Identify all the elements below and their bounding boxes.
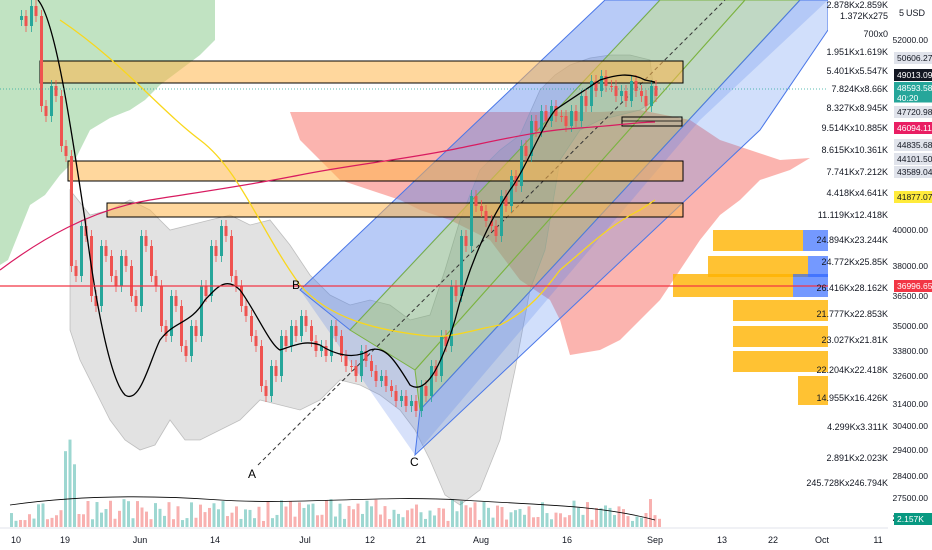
price-tick-label: 28400.00 (893, 471, 929, 481)
time-tick-label: Sep (647, 535, 663, 545)
price-tag-label: 48593.58 (897, 83, 932, 93)
time-tick-label: 13 (717, 535, 727, 545)
volume-profile-label: 24.772Kx25.85K (821, 257, 888, 267)
resistance-zone-3[interactable] (106, 202, 684, 218)
volume-profile-label: 23.027Kx21.81K (821, 335, 888, 345)
volume-profile-label: 2.878Kx2.859K (826, 0, 888, 10)
price-tag-label: 44835.68 (897, 140, 932, 150)
volume-profile-label: 245.728Kx246.794K (806, 478, 888, 488)
price-tick-label: 52000.00 (893, 35, 929, 45)
pattern-label-a: A (248, 467, 256, 481)
volume-profile-label: 7.824Kx8.66K (831, 84, 888, 94)
price-tag (894, 280, 932, 292)
price-tick-label: 31400.00 (893, 399, 929, 409)
price-tick-label: 27500.00 (893, 493, 929, 503)
volume-profile-label: 24.894Kx23.244K (816, 235, 888, 245)
price-tick-label: 32600.00 (893, 371, 929, 381)
volume-profile-label: 8.615Kx10.361K (821, 145, 888, 155)
pitchfork-outer-blue (300, 0, 828, 455)
price-tick-label: 29400.00 (893, 445, 929, 455)
price-tag-label: 46094.11 (897, 123, 932, 133)
currency-selector[interactable]: 5 USD (899, 8, 926, 18)
time-tick-label: Oct (815, 535, 830, 545)
candlestick-series (20, 0, 658, 417)
price-tag-label: 41877.07 (897, 192, 932, 202)
time-tick-label: 16 (562, 535, 572, 545)
volume-profile-label: 1.951Kx1.619K (826, 47, 888, 57)
sma-yellow-line (59, 19, 656, 338)
volume-profile-label: 4.299Kx3.311K (827, 422, 888, 432)
resistance-zone-2[interactable] (67, 160, 684, 182)
price-tag (894, 153, 932, 165)
time-tick-label: 14 (210, 535, 220, 545)
currency-label: USD (906, 8, 926, 18)
price-tick-label: 35000.00 (893, 321, 929, 331)
time-tick-label: 21 (416, 535, 426, 545)
price-tag-label: 2.157K (897, 514, 924, 524)
price-tag (894, 82, 932, 94)
volume-profile-label: 26.416Kx28.162K (816, 283, 888, 293)
volume-profile-label: 5.401Kx5.547K (826, 66, 888, 76)
volume-profile-label: 7.741Kx7.212K (826, 167, 888, 177)
price-tag-label: 50606.27 (897, 53, 932, 63)
price-tag (894, 513, 932, 525)
price-tick-label: 38000.00 (893, 261, 929, 271)
price-tag-label: 49013.09 (897, 70, 932, 80)
price-tag (894, 122, 932, 134)
volume-profile-label: 21.777Kx22.853K (816, 309, 888, 319)
price-tag-label: 36996.65 (897, 281, 932, 291)
price-tick-label: 40000.00 (893, 225, 929, 235)
time-tick-label: 12 (365, 535, 375, 545)
price-tag (894, 139, 932, 151)
time-tick-label: Jul (299, 535, 311, 545)
price-tag (894, 52, 932, 64)
ema-red-line (0, 121, 656, 271)
price-axis[interactable]: 52000.00 40000.00 38000.00 36500.00 35000.00… (888, 0, 932, 528)
price-tick-label: 30400.00 (893, 421, 929, 431)
price-tag (894, 106, 932, 118)
volume-profile-label: 4.418Kx4.641K (826, 188, 888, 198)
price-tag (894, 93, 932, 103)
price-tick-label: 36500.00 (893, 291, 929, 301)
volume-profile-label: 1.372Kx275 (840, 11, 888, 21)
price-tag-label: 47720.98 (897, 107, 932, 117)
price-tag-label: 43589.04 (897, 167, 932, 177)
price-tag-label: 40:20 (897, 93, 919, 103)
time-tick-label: Jun (133, 535, 148, 545)
plot-area[interactable]: A B C (0, 0, 888, 527)
small-box-zone[interactable] (621, 116, 683, 127)
price-tick-label: 33800.00 (893, 346, 929, 356)
pitchfork-lower-blue (414, 0, 828, 457)
volume-profile-label: 9.514Kx10.885K (821, 123, 888, 133)
time-tick-label: 10 (11, 535, 21, 545)
volume-profile-label: 700x0 (863, 29, 888, 39)
price-tag (894, 191, 932, 203)
ma-black-line (37, 0, 656, 398)
volume-profile-label: 22.204Kx22.418K (816, 365, 888, 375)
volume-profile-label: 14.955Kx16.426K (816, 393, 888, 403)
time-tick-label: 22 (768, 535, 778, 545)
time-tick-label: 11 (873, 535, 882, 545)
price-tag-label: 44101.50 (897, 154, 932, 164)
price-tag (894, 166, 932, 178)
volume-profile-label: 2.891Kx2.023K (826, 453, 888, 463)
time-tick-label: 19 (60, 535, 70, 545)
price-tag (894, 69, 932, 81)
time-tick-label: Aug (473, 535, 489, 545)
volume-profile-label: 8.327Kx8.945K (826, 103, 888, 113)
time-axis[interactable]: 10 19 Jun 14 Jul 12 21 Aug 16 Sep 13 22 Oct 11 (0, 527, 932, 550)
resistance-zone-1[interactable] (39, 60, 684, 84)
pattern-label-b: B (292, 278, 300, 292)
pattern-label-c: C (410, 455, 419, 469)
volume-profile (673, 230, 828, 405)
currency-prefix: 5 (899, 8, 904, 18)
volume-histogram (9, 439, 661, 527)
volume-profile-label: 11.119Kx12.418K (818, 210, 888, 220)
